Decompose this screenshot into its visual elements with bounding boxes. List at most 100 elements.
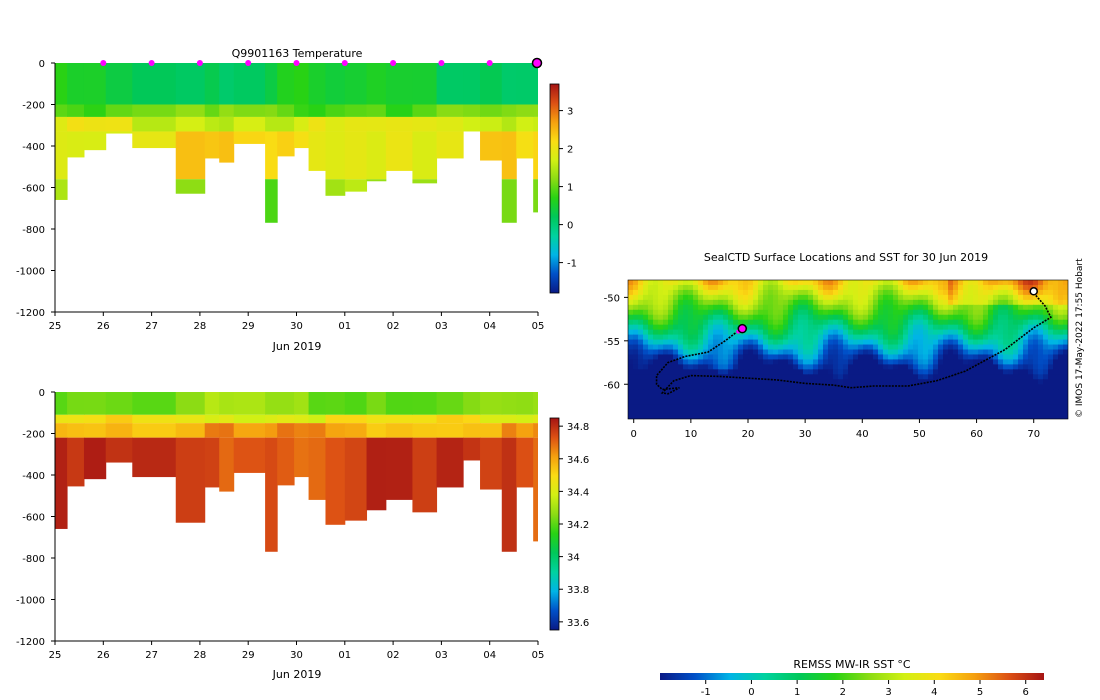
profile-layer [538, 392, 539, 415]
sst-cell [768, 399, 774, 405]
sst-cell [648, 324, 654, 331]
sst-cell [668, 314, 674, 321]
sst-cell [663, 349, 669, 356]
profile-layer [325, 104, 346, 117]
sst-cell [733, 314, 739, 321]
sst-cell [833, 319, 839, 326]
map-x-tick-label: 30 [799, 429, 812, 440]
sst-cell [1013, 319, 1019, 326]
sst-cell [638, 384, 644, 390]
sst-cell [693, 379, 699, 385]
profile-layer [501, 131, 517, 180]
sst-cell [823, 324, 829, 331]
sst-cell [953, 304, 959, 311]
sst-cell [763, 304, 769, 311]
sst-cell [1018, 394, 1024, 400]
sst-cell [673, 344, 679, 351]
sst-cell [898, 319, 904, 326]
sst-cell [668, 284, 674, 291]
sst-cell [988, 404, 994, 410]
sst-cell [648, 369, 654, 375]
sst-cell [988, 374, 994, 380]
sst-cell [993, 304, 999, 311]
sst-cell [638, 334, 644, 341]
sst-cell [893, 414, 899, 419]
sst-cell [633, 404, 639, 410]
sst-cell [1038, 374, 1044, 380]
profile-layer [233, 63, 266, 105]
sst-colorbar-tick-label: -1 [701, 687, 711, 698]
sst-cell [1008, 404, 1014, 410]
sst-cell [663, 299, 669, 306]
sst-cell [888, 314, 894, 321]
sst-cell [688, 404, 694, 410]
sst-cell [773, 339, 779, 346]
sst-cell [713, 314, 719, 321]
sst-cell [1048, 319, 1054, 326]
sst-cell [898, 349, 904, 356]
sst-cell [978, 319, 984, 326]
sst-cell [648, 404, 654, 410]
sst-cell [718, 280, 724, 286]
sst-cell [808, 364, 814, 370]
sst-cell [868, 280, 874, 286]
sst-cell [948, 364, 954, 370]
sst-cell [913, 374, 919, 380]
profile-layer [265, 131, 278, 180]
profile-column [325, 63, 346, 196]
sst-cell [738, 289, 744, 296]
sst-cell [883, 379, 889, 385]
sst-cell [803, 314, 809, 321]
sst-cell [753, 314, 759, 321]
sst-cell [728, 379, 734, 385]
sst-cell [833, 289, 839, 296]
sst-cell [758, 359, 764, 365]
sst-cell [888, 339, 894, 346]
sst-cell [943, 359, 949, 365]
sst-cell [763, 334, 769, 341]
sst-cell [938, 359, 944, 365]
sst-cell [1003, 284, 1009, 291]
sst-cell [633, 399, 639, 405]
sst-cell [673, 339, 679, 346]
sst-cell [1038, 299, 1044, 306]
sst-cell [698, 359, 704, 365]
profile-marker [438, 60, 445, 66]
sst-cell [963, 289, 969, 296]
sst-cell [688, 374, 694, 380]
sst-cell [903, 389, 909, 395]
sst-cell [968, 349, 974, 356]
sst-cell [733, 299, 739, 306]
sst-cell [1013, 294, 1019, 301]
sst-cell [758, 314, 764, 321]
sst-cell [973, 280, 979, 286]
sst-cell [658, 314, 664, 321]
sst-cell [678, 324, 684, 331]
sst-cell [903, 280, 909, 286]
sst-cell [678, 359, 684, 365]
sst-cell [1053, 319, 1059, 326]
sst-cell [838, 349, 844, 356]
map-x-tick-label: 10 [684, 429, 697, 440]
sst-cell [768, 299, 774, 306]
sst-cell [873, 374, 879, 380]
sst-cell [723, 289, 729, 296]
sst-cell [803, 289, 809, 296]
sst-cell [863, 414, 869, 419]
profile-layer [277, 414, 295, 424]
sst-cell [693, 364, 699, 370]
sst-cell [973, 339, 979, 346]
sst-cell [1038, 294, 1044, 301]
sst-cell [758, 344, 764, 351]
sst-cell [968, 299, 974, 306]
sst-cell [883, 409, 889, 415]
sst-cell [858, 389, 864, 395]
sst-cell [808, 369, 814, 375]
sst-cell [818, 280, 824, 286]
sst-cell [828, 409, 834, 415]
sst-cell [1038, 309, 1044, 316]
sst-cell [643, 304, 649, 311]
sst-cell [918, 399, 924, 405]
sst-cell [713, 280, 719, 286]
sst-cell [908, 284, 914, 291]
